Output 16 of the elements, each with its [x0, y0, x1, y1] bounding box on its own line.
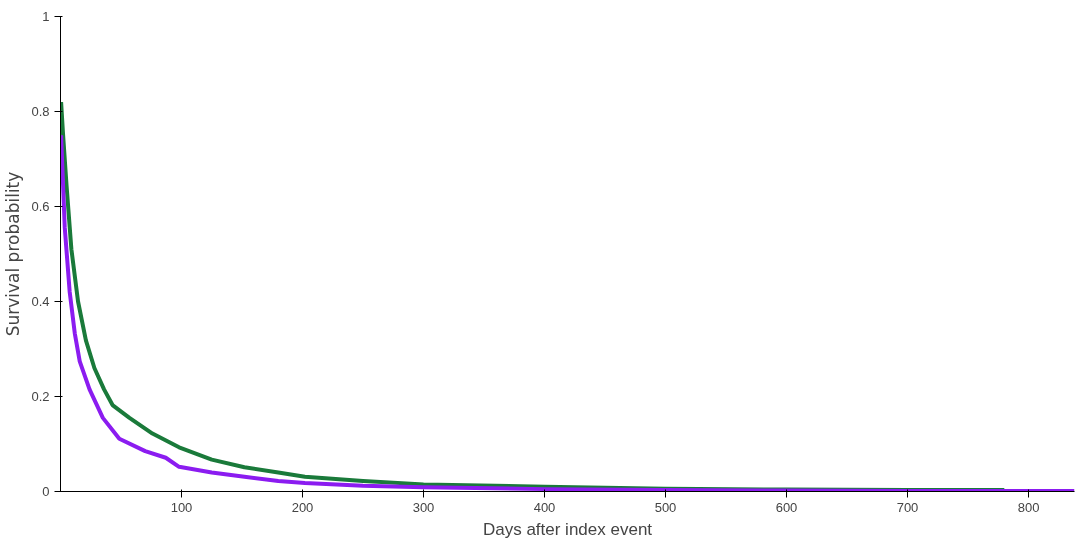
x-tick-label: 700: [896, 499, 919, 515]
y-tick-label: 0.2: [31, 389, 50, 404]
y-axis-title: Survival probability: [3, 171, 24, 337]
x-tick-label: 600: [775, 499, 798, 515]
y-tick-label: 0.4: [31, 294, 50, 309]
x-axis-title: Days after index event: [482, 519, 653, 539]
x-tick-label: 300: [412, 499, 435, 515]
x-tick-label: 400: [533, 499, 556, 515]
x-tick-label: 200: [291, 499, 314, 515]
x-tick-label: 800: [1017, 499, 1040, 515]
x-tick-label: 500: [654, 499, 677, 515]
y-tick-label: 0: [42, 484, 50, 499]
x-tick-label: 100: [170, 499, 193, 515]
y-tick-label: 1: [42, 9, 50, 24]
y-tick-label: 0.6: [31, 199, 50, 214]
y-tick-label: 0.8: [31, 104, 50, 119]
